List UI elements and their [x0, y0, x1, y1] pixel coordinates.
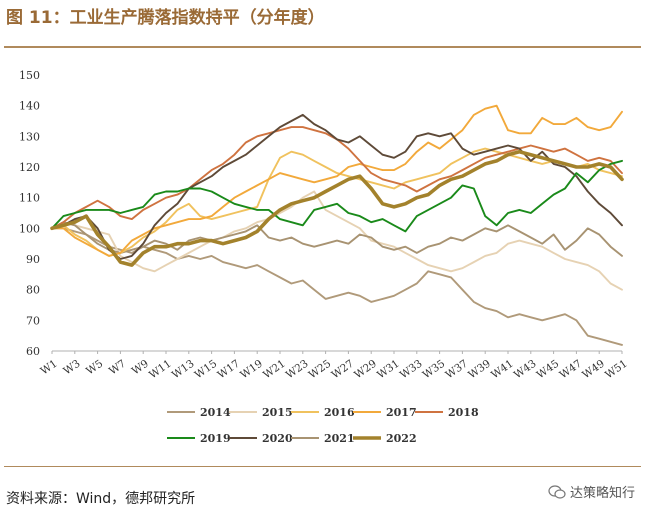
legend-label-2015: 2015: [262, 406, 293, 419]
x-tick-label: W31: [375, 358, 402, 382]
chart-legend: 2014 2015 2016 2017 2018 2019 2020 2021 2022: [167, 406, 479, 445]
x-tick-label: W9: [130, 358, 151, 378]
x-tick-label: W19: [238, 358, 265, 382]
x-tick-labels: W1 W3 W5 W7 W9W11W13W15W17W19W21W23W25W27W29…: [39, 358, 630, 382]
series-line-2019: [51, 159, 623, 233]
y-tick-label: 150: [19, 69, 40, 82]
x-tick-label: W15: [193, 358, 220, 382]
series-line-2022: [50, 149, 624, 267]
series-line-2017: [51, 104, 623, 257]
legend-label-2019: 2019: [200, 432, 231, 445]
x-tick-label: W7: [107, 358, 128, 378]
legend-label-2017: 2017: [386, 406, 417, 419]
y-tick-label: 70: [26, 314, 40, 327]
x-tick-label: W27: [329, 358, 356, 382]
x-tick-label: W29: [352, 358, 379, 382]
legend-label-2016: 2016: [324, 406, 355, 419]
x-tick-label: W5: [84, 358, 105, 378]
line-chart: W1 W3 W5 W7 W9W11W13W15W17W19W21W23W25W27W29…: [19, 69, 630, 445]
legend-label-2021: 2021: [324, 432, 355, 445]
x-tick-label: W41: [489, 358, 516, 382]
series-line-2014: [51, 227, 623, 346]
series-line-2015: [51, 190, 623, 291]
x-tick-label: W43: [512, 358, 539, 382]
x-tick-label: W45: [535, 358, 562, 382]
bottom-rule: [4, 466, 641, 467]
x-tick-label: W47: [557, 358, 584, 382]
x-tick-label: W25: [307, 358, 334, 382]
y-tick-label: 130: [19, 130, 40, 143]
series-line-2018: [51, 126, 623, 230]
chart-axes: [51, 350, 623, 354]
chart-title: 图 11：工业生产腾落指数持平（分年度）: [6, 8, 325, 28]
y-tick-label: 80: [26, 284, 40, 297]
top-rule: [4, 46, 641, 48]
x-tick-label: W13: [170, 358, 197, 382]
y-tick-label: 140: [19, 100, 40, 113]
series-line-2016: [51, 147, 623, 257]
chart-lines: [50, 104, 624, 346]
y-tick-label: 120: [19, 161, 40, 174]
wechat-icon: [548, 484, 566, 499]
x-tick-label: W49: [580, 358, 607, 382]
y-tick-label: 100: [19, 222, 40, 235]
x-tick-label: W23: [284, 358, 311, 382]
x-tick-label: W1: [39, 358, 60, 378]
x-tick-label: W33: [398, 358, 425, 382]
legend-label-2020: 2020: [262, 432, 293, 445]
legend-label-2018: 2018: [448, 406, 479, 419]
watermark-text: 达策略知行: [569, 486, 635, 501]
legend-label-2022: 2022: [386, 432, 417, 445]
series-line-2021: [51, 221, 623, 257]
x-tick-label: W37: [443, 358, 470, 382]
y-tick-label: 90: [26, 253, 40, 266]
y-tick-labels: 60 70 80 90 100 110 120 130 140 150: [19, 69, 40, 358]
y-tick-label: 110: [19, 192, 40, 205]
x-tick-label: W3: [61, 358, 82, 378]
x-tick-label: W35: [421, 358, 448, 382]
legend-label-2014: 2014: [200, 406, 231, 419]
x-tick-label: W21: [261, 358, 288, 382]
series-line-2020: [51, 113, 623, 260]
y-tick-label: 60: [26, 345, 40, 358]
watermark: 达策略知行: [548, 482, 635, 501]
x-tick-label: W17: [215, 358, 242, 382]
source-note: 资料来源：Wind，德邦研究所: [6, 491, 196, 507]
x-tick-label: W51: [603, 358, 630, 382]
x-tick-label: W39: [466, 358, 493, 382]
x-tick-label: W11: [147, 358, 174, 382]
